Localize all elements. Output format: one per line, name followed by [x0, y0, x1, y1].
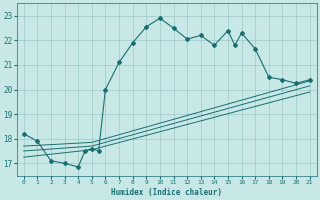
X-axis label: Humidex (Indice chaleur): Humidex (Indice chaleur): [111, 188, 222, 197]
